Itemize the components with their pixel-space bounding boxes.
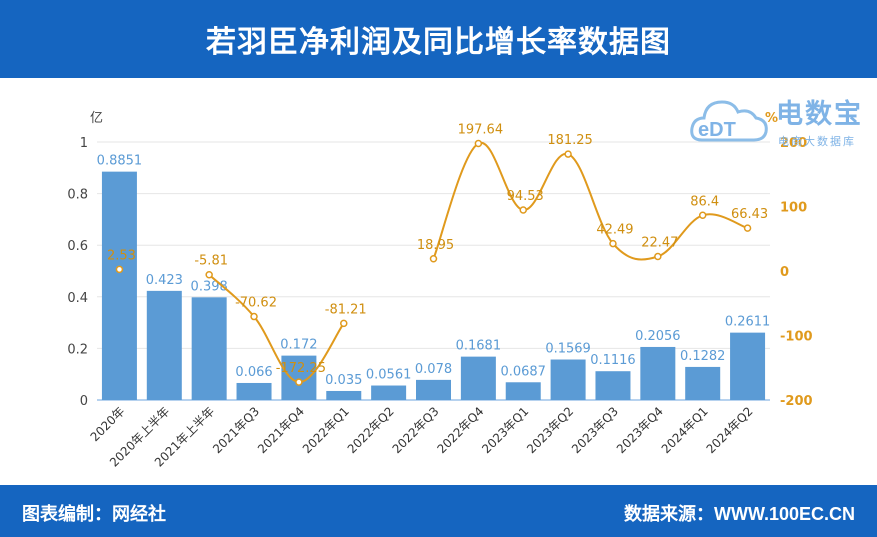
y-right-tick-label: -100	[780, 330, 813, 345]
line-value-label: 22.47	[641, 236, 678, 251]
footer-bar: 图表编制：网经社 数据来源：WWW.100EC.CN	[0, 485, 877, 537]
line-value-label: 42.49	[596, 223, 633, 238]
bar	[550, 359, 586, 400]
line-point	[519, 206, 527, 214]
x-tick-label: 2023年Q2	[524, 404, 576, 456]
bar-value-label: 0.1116	[590, 353, 636, 368]
x-tick-label: 2022年Q3	[390, 404, 442, 456]
y-right-tick-label: 200	[780, 136, 807, 151]
x-tick-label: 2024年Q2	[704, 404, 756, 456]
y-left-tick-label: 0.8	[67, 188, 88, 203]
bar-value-label: 0.2056	[635, 329, 681, 344]
line-value-label: -5.81	[194, 254, 228, 269]
x-tick-label: 2023年Q3	[569, 404, 621, 456]
bar	[371, 385, 407, 400]
line-point	[654, 252, 662, 261]
x-tick-label: 2021年Q4	[255, 404, 307, 456]
line-value-label: 2.53	[107, 248, 136, 263]
bar	[685, 366, 721, 400]
bar-value-label: 0.078	[415, 362, 452, 377]
bar-value-label: 0.2611	[725, 315, 771, 330]
y-left-tick-label: 0	[80, 394, 88, 409]
y-right-tick-label: -200	[780, 394, 813, 409]
bar	[281, 355, 317, 400]
bar-value-label: 0.1282	[680, 349, 726, 364]
chart-canvas: 0 0.2 0.4 0.6 0.8 1亿 -200 -100 0 100 200% 0.8851 0.4…	[67, 111, 813, 470]
bar	[640, 346, 676, 400]
y-right-tick-label: 100	[780, 201, 807, 216]
line-point	[698, 211, 707, 220]
line-value-label: 66.43	[731, 207, 768, 222]
footer-compiler: 图表编制：网经社	[22, 504, 166, 525]
bar-value-label: 0.172	[280, 338, 317, 353]
y-left-tick-label: 0.4	[67, 291, 88, 306]
y-left-tick-label: 0.2	[67, 342, 88, 357]
chart-title: 若羽臣净利润及同比增长率数据图	[206, 25, 671, 60]
bar-value-label: 0.0561	[366, 368, 412, 383]
footer-source: 数据来源：WWW.100EC.CN	[623, 504, 855, 524]
x-tick-label: 2020年	[88, 404, 128, 444]
logo-sub: 电商大数据库	[778, 135, 856, 148]
line-value-label: -172.25	[276, 361, 326, 376]
bar	[595, 371, 631, 400]
growth-line	[208, 274, 345, 384]
y-right-unit-label: %	[765, 111, 778, 126]
line-point	[205, 270, 213, 279]
bar-value-label: 0.423	[146, 273, 183, 288]
line-value-label: 18.95	[417, 238, 454, 253]
cloud-logo-icon: eDT	[690, 100, 768, 142]
bar	[326, 390, 362, 400]
x-tick-label: 2024年Q1	[659, 404, 711, 456]
bar	[505, 382, 541, 400]
line-value-label: 86.4	[690, 194, 719, 209]
logo-mark: eDT	[698, 119, 736, 141]
line-point	[564, 150, 572, 158]
bar	[236, 382, 272, 400]
bar-value-label: 0.1569	[545, 342, 591, 357]
bar	[101, 171, 137, 400]
line-point	[429, 255, 438, 263]
bar	[460, 356, 496, 400]
line-value-label: 94.53	[507, 189, 544, 204]
bar-value-label: 0.066	[235, 365, 272, 380]
logo-brand: 电数宝	[776, 99, 863, 130]
x-tick-label: 2022年Q2	[345, 404, 397, 456]
y-right-tick-label: 0	[780, 265, 789, 280]
line-point	[474, 139, 483, 148]
bar-value-label: 0.1681	[456, 339, 502, 354]
bar	[191, 297, 227, 400]
line-point	[609, 239, 617, 248]
line-point	[295, 378, 303, 386]
x-tick-label: 2022年Q4	[434, 404, 486, 456]
header-bar: 若羽臣净利润及同比增长率数据图	[0, 0, 877, 78]
x-tick-label: 2023年Q1	[479, 404, 531, 456]
x-tick-label: 2023年Q4	[614, 404, 666, 456]
bar	[146, 290, 182, 400]
bar	[416, 379, 451, 400]
bar-value-label: 0.8851	[97, 154, 143, 169]
line-value-label: 181.25	[547, 133, 593, 148]
line-point	[340, 319, 348, 328]
line-point	[743, 224, 752, 232]
line-value-label: -81.21	[325, 302, 367, 317]
line-value-label: -70.62	[235, 296, 277, 311]
line-point	[250, 312, 258, 321]
y-left-unit-label: 亿	[90, 111, 103, 126]
bar-value-label: 0.0687	[500, 364, 546, 379]
x-tick-label: 2022年Q1	[300, 404, 352, 456]
y-left-tick-label: 1	[80, 136, 88, 151]
logo: eDT 电数宝 电商大数据库	[688, 88, 873, 152]
line-value-label: 197.64	[458, 123, 504, 138]
x-tick-label: 2021年Q3	[210, 404, 262, 456]
line-point	[115, 265, 124, 274]
y-left-tick-label: 0.6	[67, 239, 88, 254]
bar	[730, 332, 766, 400]
bar-value-label: 0.035	[325, 373, 362, 388]
